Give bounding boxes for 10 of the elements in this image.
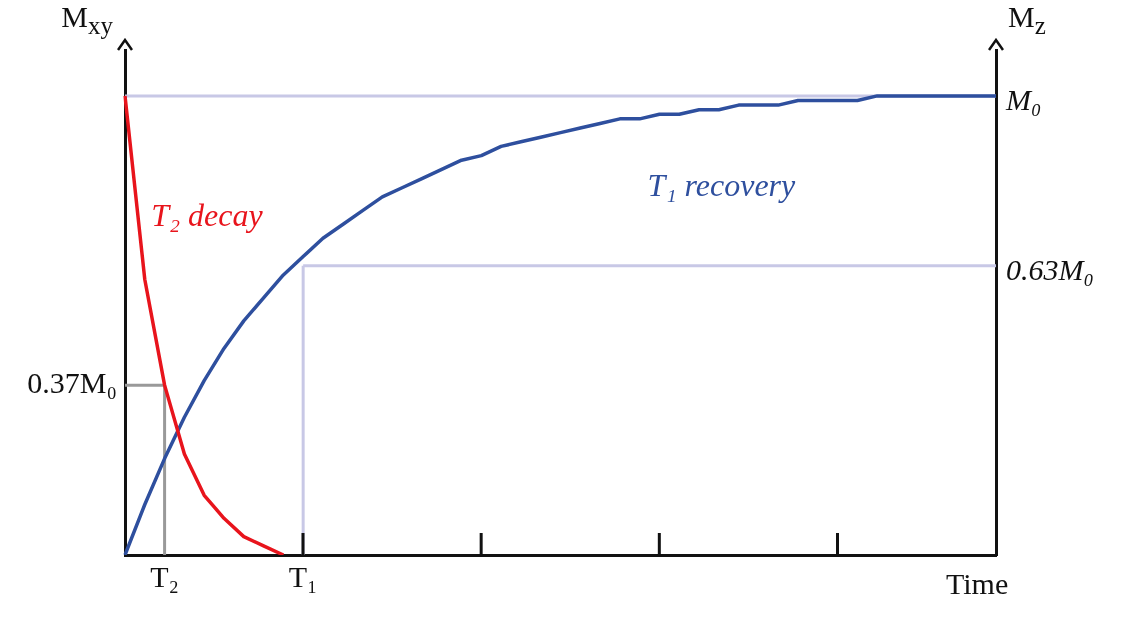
x-axis-title: Time — [946, 567, 1009, 600]
series-label: T₁ recovery — [647, 166, 797, 203]
x-tick-label: T₂ — [150, 559, 179, 593]
y2-axis-title: M$_{z}$ — [1008, 0, 1046, 39]
ref-line-label: 0.37M₀ — [27, 366, 117, 400]
ref-line-label: 0.63M₀ — [1006, 252, 1094, 286]
series-label: T₂ decay — [151, 196, 264, 233]
ref-line-label: M₀ — [1005, 82, 1042, 116]
x-tick-label: T₁ — [288, 559, 318, 593]
y-axis-title: M$_{xy}$ — [61, 0, 113, 39]
